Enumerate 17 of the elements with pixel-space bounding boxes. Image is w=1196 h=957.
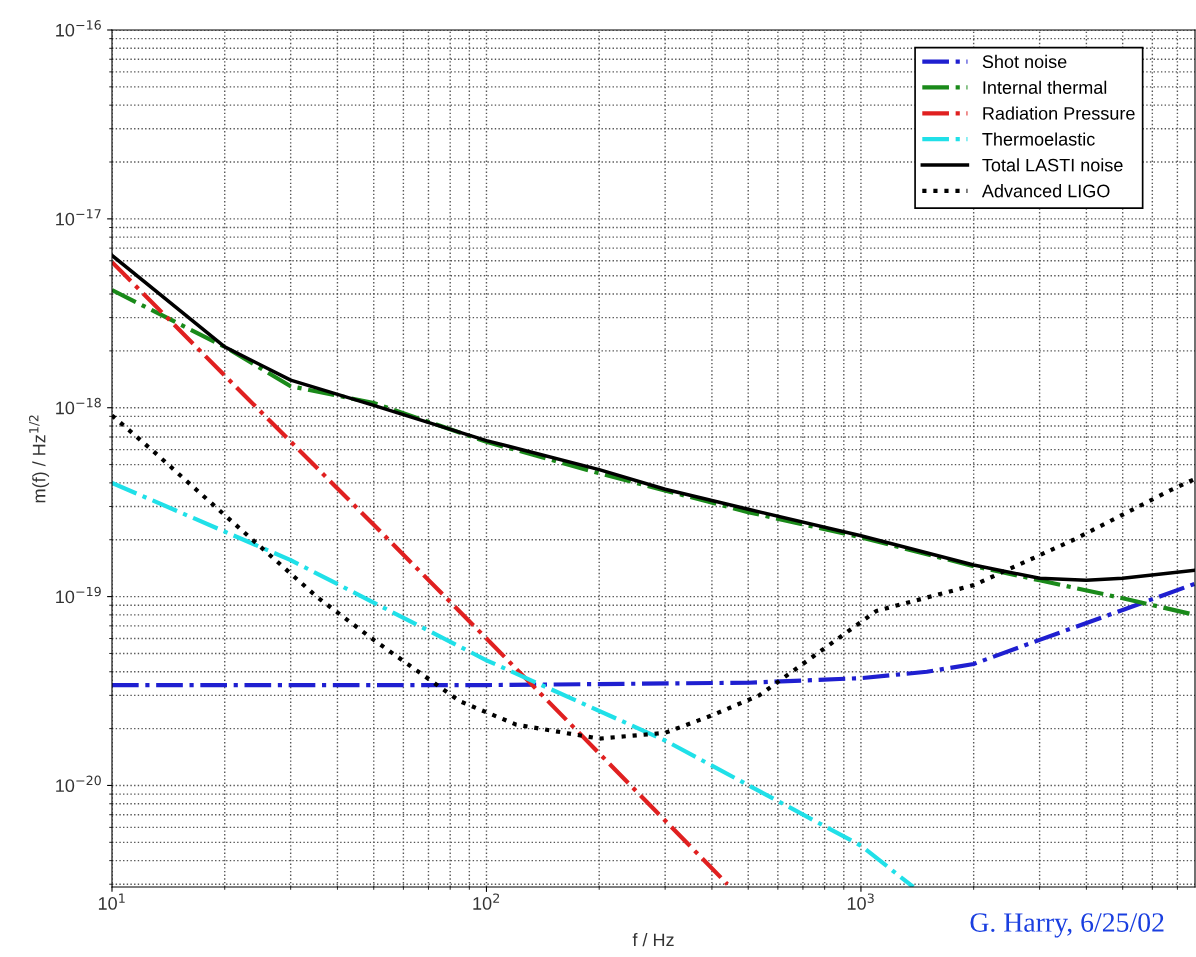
legend-label: Internal thermal	[983, 80, 1107, 94]
x-axis-title: f / Hz	[632, 933, 674, 947]
y-tick-label: 10$^{−20}$	[56, 775, 101, 793]
y-tick-label: 10$^{−17}$	[56, 209, 101, 226]
y-tick-label: 10$^{−16}$	[56, 20, 101, 37]
y-tick-label: 10$^{−18}$	[56, 397, 101, 415]
legend-label: Thermoelastic	[982, 132, 1095, 146]
legend-label: Radiation Pressure	[983, 106, 1135, 120]
legend-label: Total LASTI noise	[982, 158, 1123, 172]
legend-label: Shot noise	[982, 54, 1067, 69]
legend-label: Advanced LIGO	[981, 184, 1110, 198]
x-tick-label: 10$^{2}$	[473, 893, 500, 910]
text: G. Harry, 6/25/02	[970, 913, 1164, 938]
y-tick-label: 10$^{−19}$	[56, 586, 101, 604]
x-tick-label: 10$^{3}$	[847, 893, 874, 910]
y-axis-title: m(f) / Hz$^{1/2}$	[29, 415, 50, 503]
x-tick-label: 10$^{1}$	[98, 893, 125, 910]
